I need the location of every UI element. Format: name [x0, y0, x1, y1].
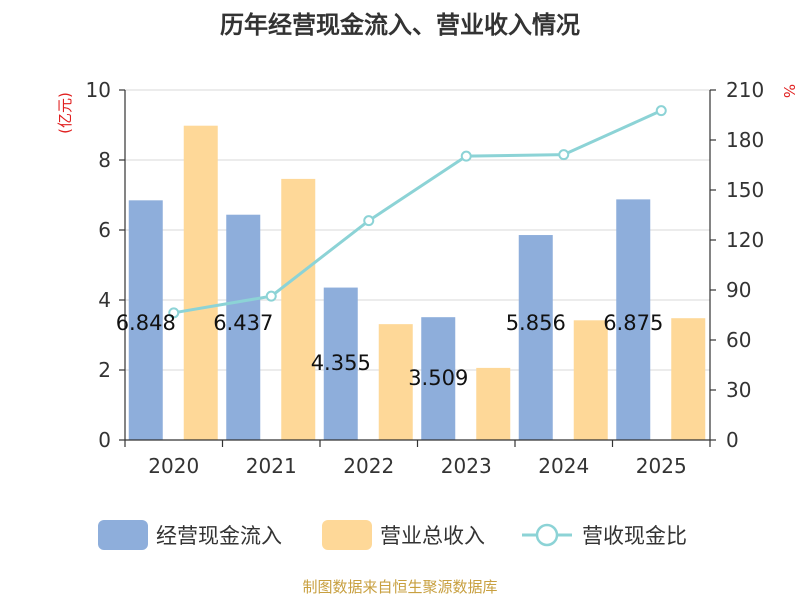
ratio-point — [558, 149, 570, 161]
source-note: 制图数据来自恒生聚源数据库 — [302, 578, 497, 596]
right-axis-label: % — [780, 84, 798, 98]
x-tick-label: 2023 — [441, 454, 492, 478]
ratio-line-path — [173, 109, 662, 315]
data-label: 5.856 — [506, 311, 566, 335]
x-tick-label: 2025 — [636, 454, 687, 478]
left-tick-label: 10 — [86, 78, 111, 102]
left-tick-label: 2 — [98, 358, 111, 382]
bar-cash-inflow — [616, 199, 651, 440]
bar-cash-inflow — [226, 214, 261, 440]
bar-revenue — [573, 320, 608, 440]
ratio-point — [460, 150, 472, 162]
chart-title: 历年经营现金流入、营业收入情况 — [220, 11, 580, 39]
data-labels: 6.848 6.437 4.355 3.509 5.856 6.875 — [116, 311, 664, 390]
bar-revenue — [378, 324, 413, 440]
right-tick-label: 90 — [726, 278, 751, 302]
right-tick-label: 30 — [726, 378, 751, 402]
data-label: 6.848 — [116, 311, 176, 335]
ratio-point — [655, 105, 667, 117]
legend-swatch-revenue — [322, 520, 372, 550]
bar-revenue — [671, 318, 706, 440]
data-label: 6.437 — [213, 311, 273, 335]
bar-cash-inflow — [128, 200, 163, 440]
ratio-point — [265, 290, 277, 302]
right-tick-label: 60 — [726, 328, 751, 352]
axes: 0 2 4 6 8 10 0 30 60 90 120 150 180 210 2020 2021 2022 20… — [56, 78, 798, 478]
legend-label-ratio: 营收现金比 — [582, 524, 687, 548]
bars — [128, 125, 706, 440]
data-label: 4.355 — [311, 351, 371, 375]
ratio-line — [168, 105, 667, 319]
bar-cash-inflow — [518, 235, 553, 440]
bar-cash-inflow — [421, 317, 456, 440]
left-axis-label: (亿元) — [56, 92, 74, 134]
gridlines — [125, 89, 710, 371]
right-tick-label: 180 — [726, 128, 764, 152]
left-tick-label: 6 — [98, 218, 111, 242]
bar-revenue — [281, 178, 316, 440]
right-tick-label: 120 — [726, 228, 764, 252]
right-tick-label: 210 — [726, 78, 764, 102]
left-tick-label: 4 — [98, 288, 111, 312]
x-tick-label: 2020 — [148, 454, 199, 478]
bar-revenue — [183, 125, 218, 440]
ratio-point — [168, 307, 180, 319]
legend: 经营现金流入 营业总收入 营收现金比 — [98, 520, 687, 550]
legend-label-cash-inflow: 经营现金流入 — [156, 524, 282, 548]
legend-label-revenue: 营业总收入 — [380, 524, 485, 548]
data-label: 6.875 — [603, 311, 663, 335]
legend-swatch-cash-inflow — [98, 520, 148, 550]
legend-swatch-ratio-marker — [535, 523, 559, 547]
x-tick-label: 2021 — [246, 454, 297, 478]
left-tick-label: 0 — [98, 428, 111, 452]
bar-cash-inflow — [323, 287, 358, 440]
left-tick-label: 8 — [98, 148, 111, 172]
bar-revenue — [476, 367, 511, 440]
data-label: 3.509 — [408, 366, 468, 390]
right-tick-label: 150 — [726, 178, 764, 202]
ratio-point — [363, 215, 375, 227]
x-tick-label: 2022 — [343, 454, 394, 478]
x-tick-label: 2024 — [538, 454, 589, 478]
right-tick-label: 0 — [726, 428, 739, 452]
